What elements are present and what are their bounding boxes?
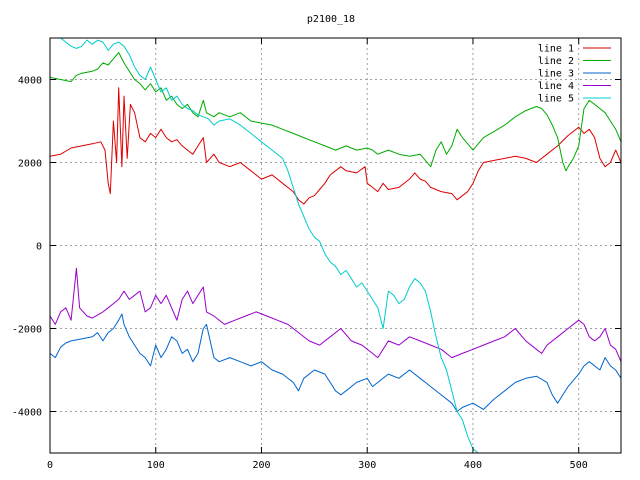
series-line-1 (50, 87, 621, 205)
legend-label-2: line 2 (538, 56, 574, 67)
x-tick-label-5: 500 (570, 460, 588, 471)
y-tick-label-0: -4000 (12, 408, 42, 419)
x-tick-label-0: 0 (47, 460, 53, 471)
y-tick-label-1: -2000 (12, 325, 42, 336)
y-tick-label-2: 0 (36, 242, 42, 253)
series-line-2 (50, 52, 621, 172)
y-tick-label-3: 2000 (18, 159, 42, 170)
series-line-4 (50, 267, 621, 362)
x-tick-label-2: 200 (252, 460, 270, 471)
series-line-3 (50, 313, 621, 412)
x-tick-label-4: 400 (464, 460, 482, 471)
legend-label-5: line 5 (538, 94, 574, 105)
legend-label-1: line 1 (538, 44, 574, 55)
x-tick-label-1: 100 (147, 460, 165, 471)
series-group (50, 38, 621, 453)
legend-label-4: line 4 (538, 81, 574, 92)
y-tick-label-4: 4000 (18, 76, 42, 87)
legend-label-3: line 3 (538, 69, 574, 80)
axis-ticks: 0 100 200 300 400 500 -4000 -2000 0 2000 4000 (12, 38, 621, 471)
series-line-5 (60, 38, 479, 453)
x-tick-label-3: 300 (358, 460, 376, 471)
chart-title: p2100_18 (307, 14, 355, 25)
